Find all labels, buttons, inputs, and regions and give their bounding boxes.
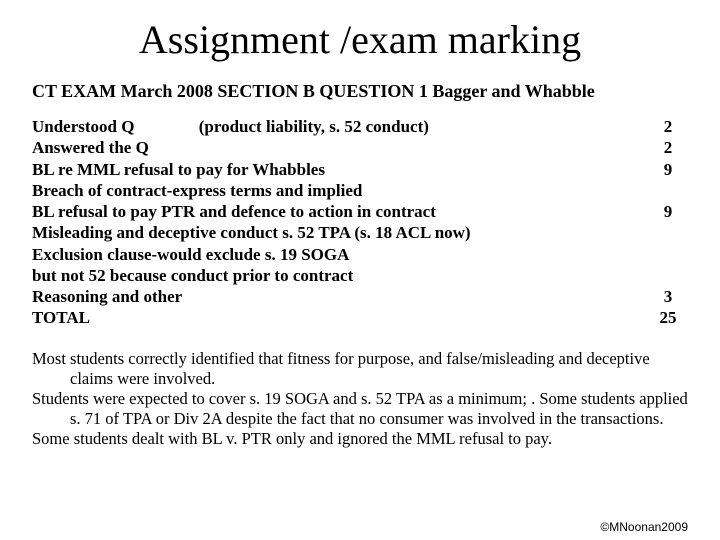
rubric-hint: (product liability, s. 52 conduct) [199, 117, 429, 136]
rubric-row: Reasoning and other 3 [32, 286, 688, 307]
rubric-heading: CT EXAM March 2008 SECTION B QUESTION 1 … [32, 81, 688, 102]
rubric-label: Breach of contract-express terms and imp… [32, 180, 648, 201]
slide-title: Assignment /exam marking [32, 16, 688, 63]
rubric-row: but not 52 because conduct prior to cont… [32, 265, 688, 286]
rubric-score: 2 [648, 137, 688, 158]
rubric-label: BL re MML refusal to pay for Whabbles [32, 159, 648, 180]
commentary-paragraph: Students were expected to cover s. 19 SO… [32, 389, 688, 429]
rubric-row: BL refusal to pay PTR and defence to act… [32, 201, 688, 222]
rubric-label: Answered the Q [32, 137, 648, 158]
rubric-score: 25 [648, 307, 688, 328]
rubric-score: 9 [648, 159, 688, 180]
rubric-row: BL re MML refusal to pay for Whabbles 9 [32, 159, 688, 180]
rubric-label-text: Understood Q [32, 117, 134, 136]
rubric-label: TOTAL [32, 307, 648, 328]
rubric-score: 9 [648, 201, 688, 222]
rubric-score: 3 [648, 286, 688, 307]
rubric-score: 2 [648, 116, 688, 137]
rubric-row: Answered the Q 2 [32, 137, 688, 158]
rubric-label: but not 52 because conduct prior to cont… [32, 265, 648, 286]
rubric-row: Exclusion clause-would exclude s. 19 SOG… [32, 244, 688, 265]
rubric-row: Misleading and deceptive conduct s. 52 T… [32, 222, 688, 243]
rubric-label: BL refusal to pay PTR and defence to act… [32, 201, 648, 222]
rubric-label: Exclusion clause-would exclude s. 19 SOG… [32, 244, 648, 265]
rubric-label: Misleading and deceptive conduct s. 52 T… [32, 222, 648, 243]
rubric-row: Breach of contract-express terms and imp… [32, 180, 688, 201]
commentary-paragraph: Some students dealt with BL v. PTR only … [32, 429, 688, 449]
commentary-paragraph: Most students correctly identified that … [32, 349, 688, 389]
rubric-label: Understood Q (product liability, s. 52 c… [32, 116, 648, 137]
commentary-block: Most students correctly identified that … [32, 349, 688, 450]
copyright-footer: ©MNoonan2009 [600, 520, 688, 534]
rubric-row: TOTAL 25 [32, 307, 688, 328]
rubric-label: Reasoning and other [32, 286, 648, 307]
rubric-row: Understood Q (product liability, s. 52 c… [32, 116, 688, 137]
rubric-table: Understood Q (product liability, s. 52 c… [32, 116, 688, 329]
